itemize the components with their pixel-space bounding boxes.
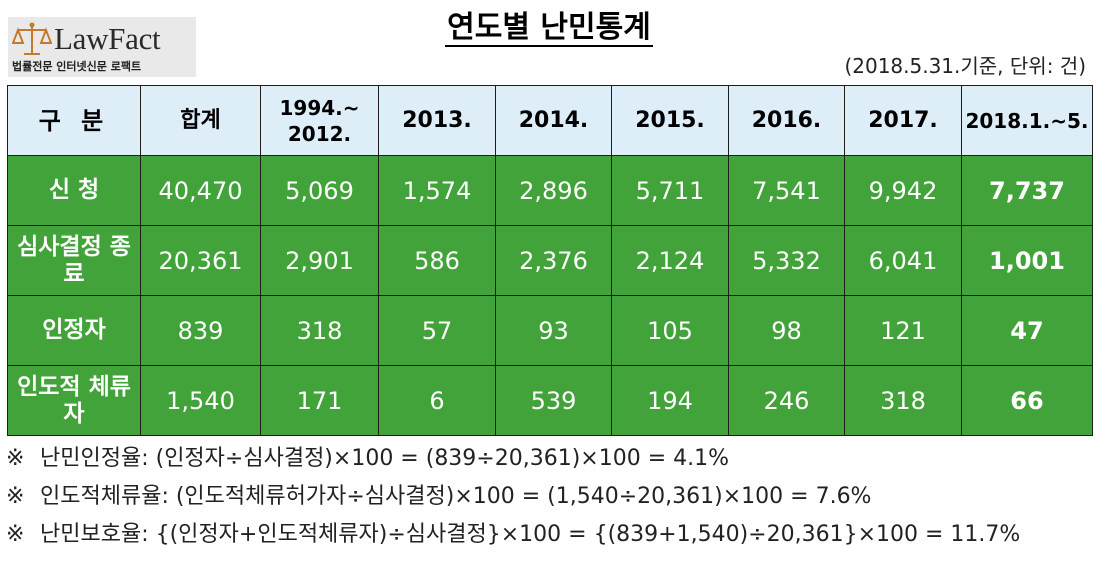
table-cell: 539: [495, 365, 612, 436]
table-cell: 93: [495, 295, 612, 366]
page-title: 연도별 난민통계: [0, 9, 1098, 47]
table-cell: 98: [728, 295, 845, 366]
table-cell: 7,737: [961, 155, 1093, 226]
lawfact-logo: LawFact 법률전문 인터넷신문 로팩트: [8, 17, 196, 77]
reference-mark-icon: ※: [6, 484, 25, 509]
note-text: 인도적체류율: (인도적체류허가자÷심사결정)×100 = (1,540÷20,…: [40, 484, 872, 509]
header-cell-2017: 2017.: [844, 85, 962, 156]
table-cell: 9,942: [844, 155, 962, 226]
table-cell: 194: [611, 365, 729, 436]
header-cell-2013: 2013.: [378, 85, 496, 156]
reference-mark-icon: ※: [6, 522, 25, 547]
page-title-text: 연도별 난민통계: [445, 10, 653, 47]
table-cell: 171: [260, 365, 379, 436]
table-header-row: 구 분 합계 1994.~ 2012. 2013. 2014. 2015. 20…: [7, 85, 1093, 156]
header-cell-2016: 2016.: [728, 85, 845, 156]
row-label: 신 청: [7, 155, 141, 226]
header-cell-category: 구 분: [7, 85, 141, 156]
table-cell: 6: [378, 365, 496, 436]
table-cell: 2,901: [260, 225, 379, 296]
table-cell: 586: [378, 225, 496, 296]
note-text: 난민인정율: (인정자÷심사결정)×100 = (839÷20,361)×100…: [40, 446, 730, 471]
table-cell: 318: [844, 365, 962, 436]
table-cell: 1,001: [961, 225, 1093, 296]
refugee-stats-table: 구 분 합계 1994.~ 2012. 2013. 2014. 2015. 20…: [7, 85, 1093, 436]
table-cell: 2,376: [495, 225, 612, 296]
table-cell: 1,540: [140, 365, 261, 436]
table-cell: 47: [961, 295, 1093, 366]
logo-brand: LawFact: [54, 21, 161, 56]
table-cell: 5,332: [728, 225, 845, 296]
table-cell: 839: [140, 295, 261, 366]
reference-mark-icon: ※: [6, 446, 25, 471]
table-cell: 40,470: [140, 155, 261, 226]
table-cell: 6,041: [844, 225, 962, 296]
table-cell: 7,541: [728, 155, 845, 226]
table-row-applications: 신 청 40,470 5,069 1,574 2,896 5,711 7,541…: [7, 155, 1093, 226]
table-cell: 105: [611, 295, 729, 366]
table-cell: 2,896: [495, 155, 612, 226]
table-cell: 5,069: [260, 155, 379, 226]
table-cell: 1,574: [378, 155, 496, 226]
header-cell-2018: 2018.1.~5.: [961, 85, 1093, 156]
header-cell-2015: 2015.: [611, 85, 729, 156]
table-cell: 2,124: [611, 225, 729, 296]
logo-tagline: 법률전문 인터넷신문 로팩트: [12, 60, 142, 73]
row-label: 인도적 체류자: [7, 365, 141, 436]
row-label: 심사결정 종료: [7, 225, 141, 296]
table-row-recognized: 인정자 839 318 57 93 105 98 121 47: [7, 295, 1093, 366]
table-cell: 20,361: [140, 225, 261, 296]
header-cell-1994-2012: 1994.~ 2012.: [260, 85, 379, 156]
note-recognition-rate: ※ 난민인정율: (인정자÷심사결정)×100 = (839÷20,361)×10…: [6, 440, 1092, 478]
basis-note: (2018.5.31.기준, 단위: 건): [844, 54, 1086, 78]
header-cell-2014: 2014.: [495, 85, 612, 156]
table-cell: 318: [260, 295, 379, 366]
scales-icon: [12, 22, 52, 55]
table-cell: 5,711: [611, 155, 729, 226]
row-label: 인정자: [7, 295, 141, 366]
note-humanitarian-rate: ※ 인도적체류율: (인도적체류허가자÷심사결정)×100 = (1,540÷20…: [6, 478, 1092, 516]
table-row-humanitarian: 인도적 체류자 1,540 171 6 539 194 246 318 66: [7, 365, 1093, 436]
note-text: 난민보호율: {(인정자+인도적체류자)÷심사결정}×100 = {(839+1…: [40, 522, 1021, 547]
rate-notes: ※ 난민인정율: (인정자÷심사결정)×100 = (839÷20,361)×10…: [6, 440, 1092, 554]
header-cell-total: 합계: [140, 85, 261, 156]
table-cell: 57: [378, 295, 496, 366]
table-cell: 66: [961, 365, 1093, 436]
table-row-decisions: 심사결정 종료 20,361 2,901 586 2,376 2,124 5,3…: [7, 225, 1093, 296]
table-cell: 246: [728, 365, 845, 436]
note-protection-rate: ※ 난민보호율: {(인정자+인도적체류자)÷심사결정}×100 = {(839+…: [6, 516, 1092, 554]
table-cell: 121: [844, 295, 962, 366]
